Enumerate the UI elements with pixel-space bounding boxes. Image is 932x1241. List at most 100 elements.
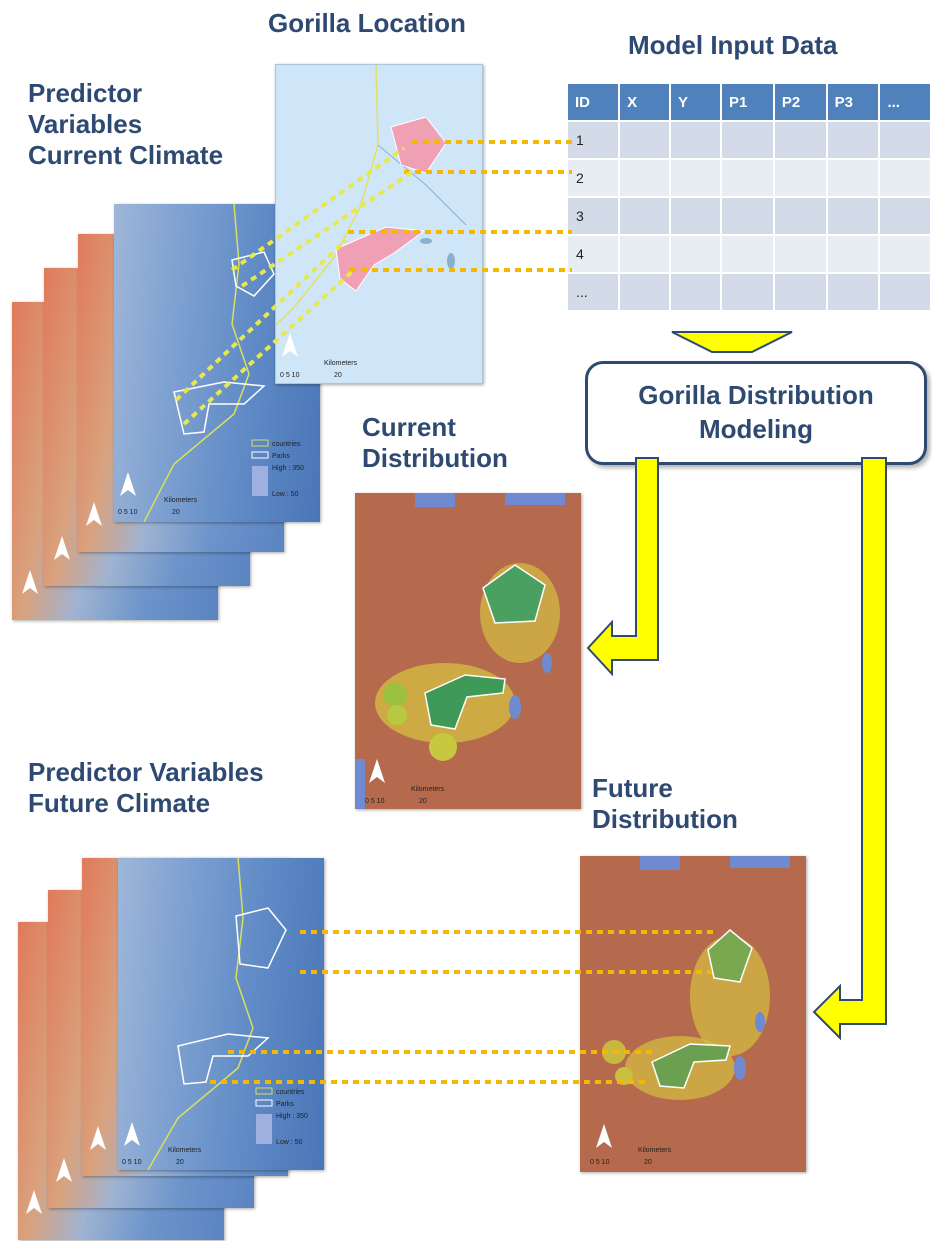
north-arrow-icon: [596, 1124, 612, 1148]
future-legend-scale-ticks: 0 5 10: [122, 1159, 142, 1166]
future-legend-kilometers: Kilometers: [168, 1147, 202, 1154]
legend-scale-ticks: 0 5 10: [118, 509, 138, 516]
table-cell: [774, 122, 826, 158]
future-legend-high: High : 350: [276, 1113, 308, 1120]
predictor-future-title: Predictor Variables Future Climate: [28, 757, 264, 819]
table-cell: [620, 122, 670, 158]
table-cell: [774, 198, 826, 234]
table-cell: 1: [568, 122, 619, 158]
table-cell: [722, 122, 773, 158]
table-header-cell: Y: [671, 84, 720, 120]
future-park-south: [651, 1043, 731, 1089]
legend-high: High : 350: [272, 465, 304, 472]
location-kilometers: Kilometers: [324, 360, 358, 367]
model-box-label: Gorilla Distribution Modeling: [638, 380, 874, 444]
current-distribution-map: Kilometers 0 5 10 20: [355, 493, 581, 809]
table-cell: [722, 274, 773, 310]
current-distribution-title: Current Distribution: [362, 412, 508, 474]
model-input-data-title: Model Input Data: [628, 30, 838, 60]
current-dist-scale-ticks: 0 5 10: [365, 798, 385, 805]
table-cell: ...: [568, 274, 619, 310]
predictor-future-line-1: Predictor Variables: [28, 757, 264, 787]
current-dist-kilometers: Kilometers: [411, 786, 445, 793]
table-cell: [880, 198, 930, 234]
north-arrow-icon: [86, 502, 102, 526]
gorilla-distribution-modeling-box: Gorilla Distribution Modeling: [585, 361, 927, 465]
table-cell: [880, 274, 930, 310]
gorilla-location-title: Gorilla Location: [268, 8, 466, 38]
predictor-current-line-2: Variables: [28, 109, 143, 140]
table-cell: [620, 198, 670, 234]
legend-low: Low : 50: [272, 491, 299, 498]
future-park-north: [707, 929, 753, 983]
future-dist-scale-end: 20: [644, 1159, 652, 1166]
table-cell: [671, 236, 720, 272]
table-cell: [827, 274, 879, 310]
north-arrow-icon: [26, 1190, 42, 1214]
north-arrow-icon: [54, 536, 70, 560]
location-scale-ticks: 0 5 10: [280, 372, 300, 379]
current-park-south: [424, 674, 506, 730]
north-arrow-icon: [22, 570, 38, 594]
table-cell: [620, 274, 670, 310]
table-row: ...: [568, 274, 930, 310]
predictor-current-title: Predictor Variables Current Climate: [28, 78, 223, 172]
future-legend-countries: countries: [276, 1089, 305, 1096]
future-distribution-line-1: Future: [592, 773, 673, 803]
table-cell: 2: [568, 160, 619, 196]
future-distribution-title: Future Distribution: [592, 773, 738, 835]
current-distribution-line-1: Current: [362, 412, 456, 442]
table-cell: [827, 236, 879, 272]
table-row: 1: [568, 122, 930, 158]
table-cell: [722, 198, 773, 234]
table-cell: [827, 160, 879, 196]
location-scale-end: 20: [334, 372, 342, 379]
table-cell: [722, 236, 773, 272]
gorilla-cluster-south: [335, 226, 426, 292]
future-legend-low: Low : 50: [276, 1139, 303, 1146]
gorilla-location-map: Kilometers 0 5 10 20: [275, 64, 483, 384]
future-park-outline-south: [177, 1033, 270, 1085]
table-cell: [880, 122, 930, 158]
north-arrow-icon: [124, 1122, 140, 1146]
predictor-future-line-2: Future Climate: [28, 788, 211, 819]
current-dist-scale-end: 20: [419, 798, 427, 805]
table-cell: [671, 274, 720, 310]
table-cell: [827, 122, 879, 158]
down-arrow-icon: [671, 331, 793, 353]
future-dist-kilometers: Kilometers: [638, 1147, 672, 1154]
future-distribution-line-2: Distribution: [592, 804, 738, 835]
table-header-cell: X: [620, 84, 670, 120]
table-cell: [880, 160, 930, 196]
table-cell: [620, 236, 670, 272]
north-arrow-icon: [369, 759, 385, 783]
north-arrow-icon: [56, 1158, 72, 1182]
legend-countries: countries: [272, 441, 301, 448]
table-header-cell: P2: [774, 84, 826, 120]
table-cell: [774, 160, 826, 196]
north-arrow-icon: [90, 1126, 106, 1150]
table-cell: 3: [568, 198, 619, 234]
table-cell: [880, 236, 930, 272]
table-cell: [671, 122, 720, 158]
predictor-current-line-1: Predictor: [28, 78, 143, 108]
table-header-row: ID X Y P1 P2 P3 ...: [568, 84, 930, 120]
table-cell: [671, 198, 720, 234]
north-arrow-icon: [282, 333, 298, 357]
table-cell: 4: [568, 236, 619, 272]
model-input-table: ID X Y P1 P2 P3 ... 1 2 3 4 ...: [566, 82, 932, 312]
future-legend-parks: Parks: [276, 1101, 294, 1108]
table-row: 4: [568, 236, 930, 272]
gorilla-cluster-north: [390, 116, 447, 174]
predictor-current-line-3: Current Climate: [28, 140, 224, 171]
table-cell: [671, 160, 720, 196]
current-park-north: [482, 564, 546, 624]
table-cell: [620, 160, 670, 196]
future-climate-map-front: countries Parks High : 350 Low : 50 Kilo…: [118, 858, 324, 1170]
table-row: 3: [568, 198, 930, 234]
legend-scale-end: 20: [172, 509, 180, 516]
table-header-cell: P1: [722, 84, 773, 120]
table-header-cell: ID: [568, 84, 619, 120]
legend-kilometers: Kilometers: [164, 497, 198, 504]
table-header-cell: P3: [827, 84, 879, 120]
